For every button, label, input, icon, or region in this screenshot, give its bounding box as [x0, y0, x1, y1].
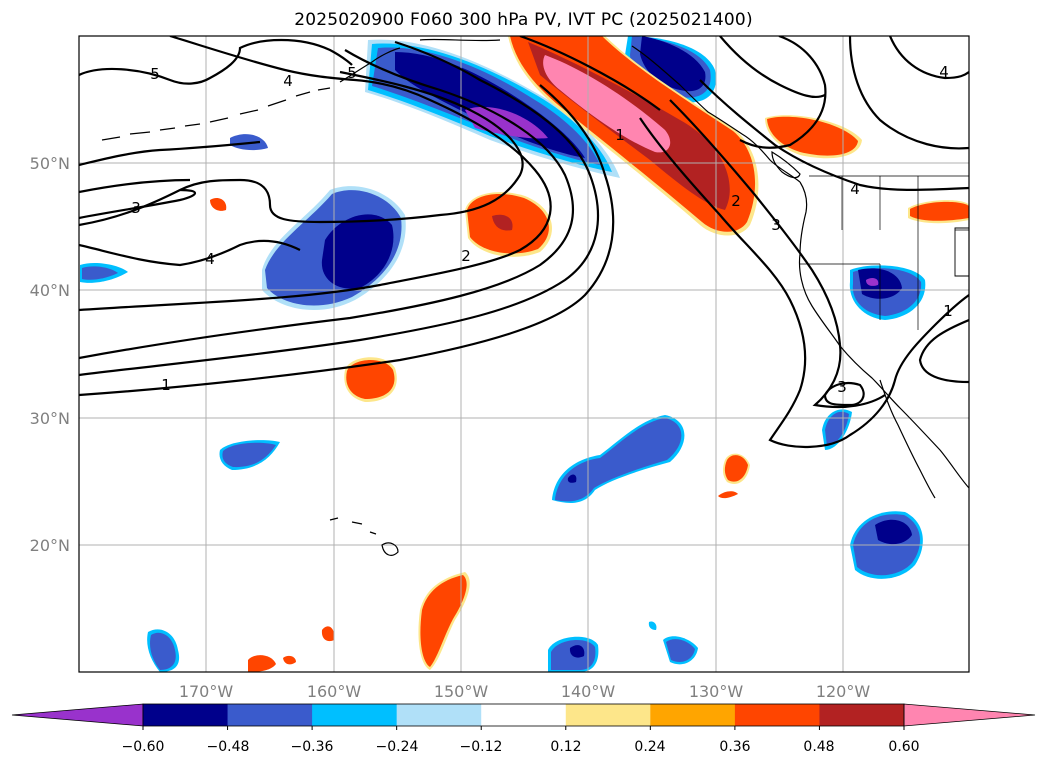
map-title: 2025020900 F060 300 hPa PV, IVT PC (2025… [294, 10, 753, 30]
lon-label: 170°W [179, 682, 234, 701]
colorbar-tick-label: −0.48 [207, 739, 250, 755]
colorbar-tick-label: −0.12 [460, 739, 503, 755]
lat-label: 50°N [30, 154, 70, 173]
plot-frame [78, 35, 970, 673]
colorbar-tick-label: 0.24 [634, 739, 665, 755]
colorbar-swatch [143, 704, 229, 726]
contour-label: 4 [850, 180, 860, 198]
contour-label: 2 [731, 192, 741, 210]
colorbar-swatch [650, 704, 736, 726]
lon-label: 130°W [689, 682, 744, 701]
colorbar-labels: −0.60 −0.48 −0.36 −0.24 −0.12 0.12 0.24 … [122, 739, 920, 755]
lon-label: 120°W [816, 682, 871, 701]
colorbar-swatch [312, 704, 398, 726]
colorbar-swatch [565, 704, 651, 726]
colorbar-tick-label: −0.24 [376, 739, 419, 755]
contour-label: 5 [150, 65, 160, 83]
contour-labels: 5 4 5 3 4 1 2 1 2 3 4 4 1 3 [131, 63, 953, 396]
colorbar-frame [142, 703, 905, 727]
map-plot-area: 5 4 5 3 4 1 2 1 2 3 4 4 1 3 [79, 36, 969, 672]
colorbar-tick-label: 0.36 [719, 739, 750, 755]
contour-label: 1 [615, 126, 625, 144]
contour-label: 1 [161, 376, 171, 394]
colorbar-tick-label: 0.48 [803, 739, 834, 755]
colorbar [11, 703, 1036, 730]
lon-label: 160°W [307, 682, 362, 701]
contour-label: 3 [837, 378, 847, 396]
colorbar-tick-label: −0.60 [122, 739, 165, 755]
colorbar-swatch [481, 704, 567, 726]
colorbar-extend-low [11, 703, 144, 727]
contour-label: 3 [771, 216, 781, 234]
contour-label: 5 [347, 64, 357, 82]
colorbar-swatch [227, 704, 313, 726]
colorbar-swatch [396, 704, 482, 726]
lat-label: 20°N [30, 536, 70, 555]
colorbar-tick-label: −0.36 [291, 739, 334, 755]
lat-label: 30°N [30, 409, 70, 428]
longitude-labels: 170°W 160°W 150°W 140°W 130°W 120°W [179, 682, 871, 701]
gridlines [79, 36, 969, 672]
contour-label: 3 [131, 199, 141, 217]
colorbar-tick-label: 0.12 [550, 739, 581, 755]
colorbar-swatch [734, 704, 820, 726]
colorbar-extend-high [903, 703, 1036, 727]
contour-label: 4 [283, 72, 293, 90]
ivt-contours [79, 36, 969, 448]
coastlines [101, 38, 969, 556]
lat-label: 40°N [30, 281, 70, 300]
latitude-labels: 50°N 40°N 30°N 20°N [30, 154, 70, 555]
colorbar-tick-label: 0.60 [888, 739, 919, 755]
colorbar-swatch [819, 704, 905, 726]
contour-label: 4 [939, 63, 949, 81]
lon-label: 150°W [434, 682, 489, 701]
lon-label: 140°W [561, 682, 616, 701]
contour-label: 2 [461, 247, 471, 265]
contour-label: 4 [205, 250, 215, 268]
contour-label: 1 [943, 302, 953, 320]
